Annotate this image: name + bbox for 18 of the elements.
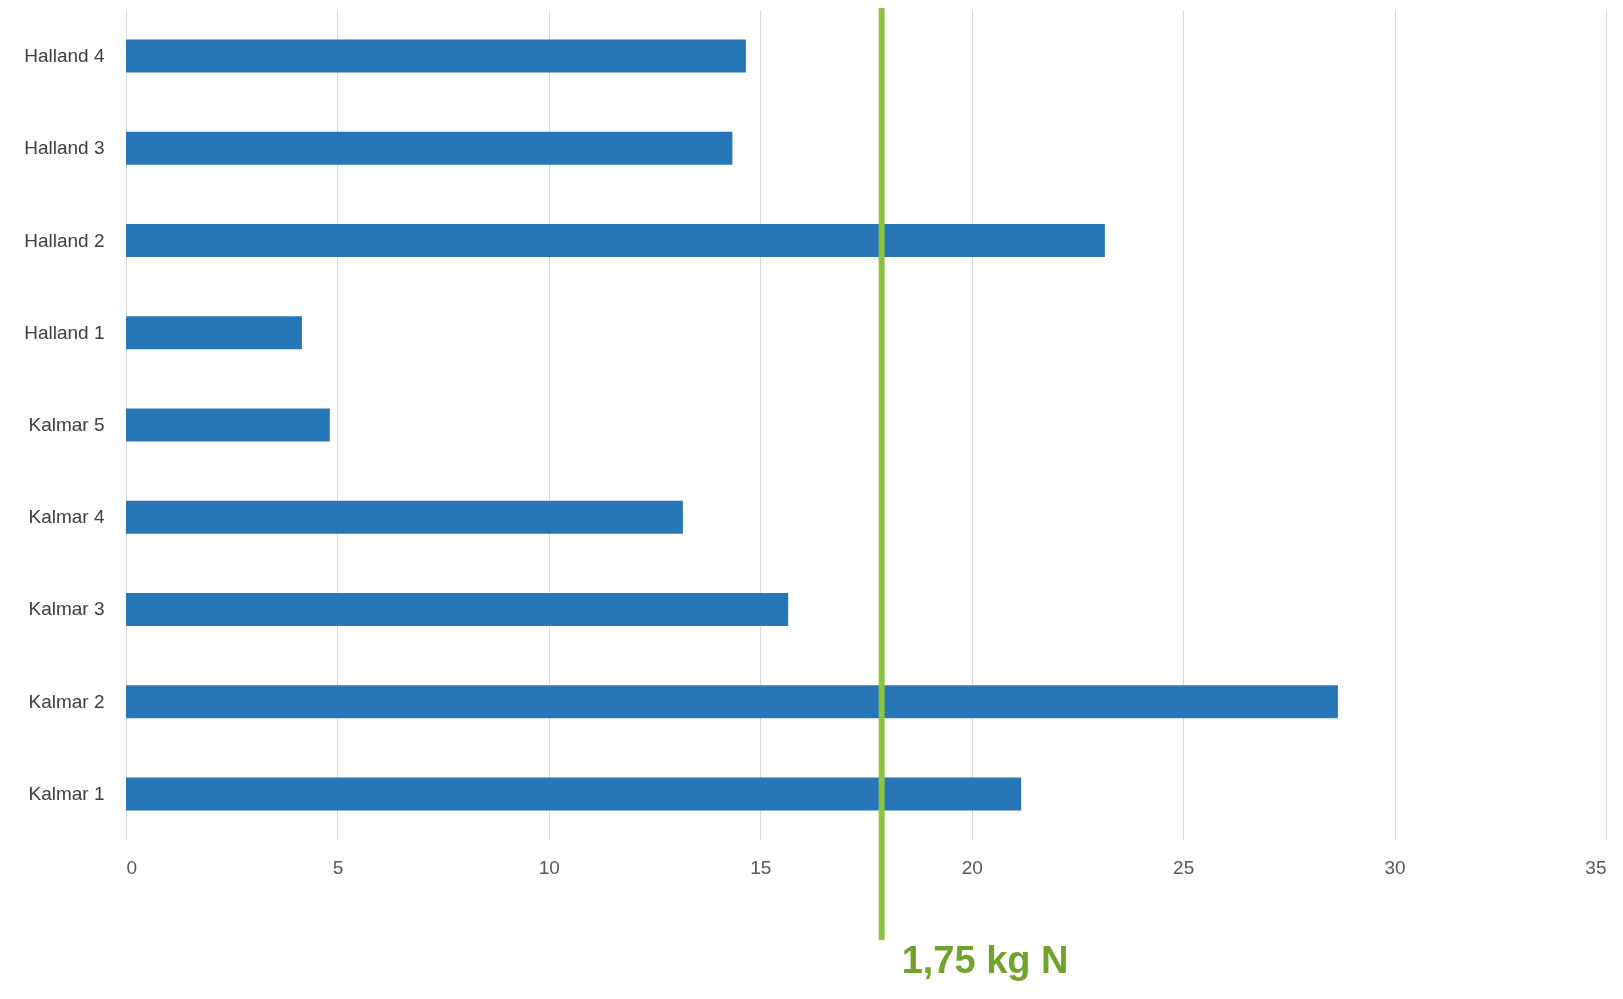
y-tick-label: Halland 1 <box>24 321 105 343</box>
y-tick-label: Kalmar 3 <box>28 598 105 620</box>
x-tick-label: 35 <box>1585 856 1607 878</box>
ref-line-label: 1,75 kg N <box>901 939 1069 981</box>
y-tick-label: Kalmar 5 <box>28 414 105 435</box>
x-tick-label: 10 <box>538 856 560 878</box>
x-tick-label: 5 <box>332 856 344 878</box>
y-tick-label: Kalmar 2 <box>28 690 105 712</box>
x-tick-label: 15 <box>750 856 772 878</box>
x-tick-label: 30 <box>1384 856 1406 878</box>
y-tick-label: Kalmar 1 <box>28 782 105 804</box>
x-tick-label: 0 <box>126 856 138 878</box>
y-tick-label: Kalmar 4 <box>28 506 105 528</box>
y-tick-label: Halland 2 <box>24 229 105 251</box>
y-tick-label: Halland 4 <box>24 45 105 67</box>
x-tick-label: 25 <box>1173 856 1195 878</box>
x-tick-label: 20 <box>961 856 983 878</box>
y-tick-label: Halland 3 <box>24 137 105 159</box>
